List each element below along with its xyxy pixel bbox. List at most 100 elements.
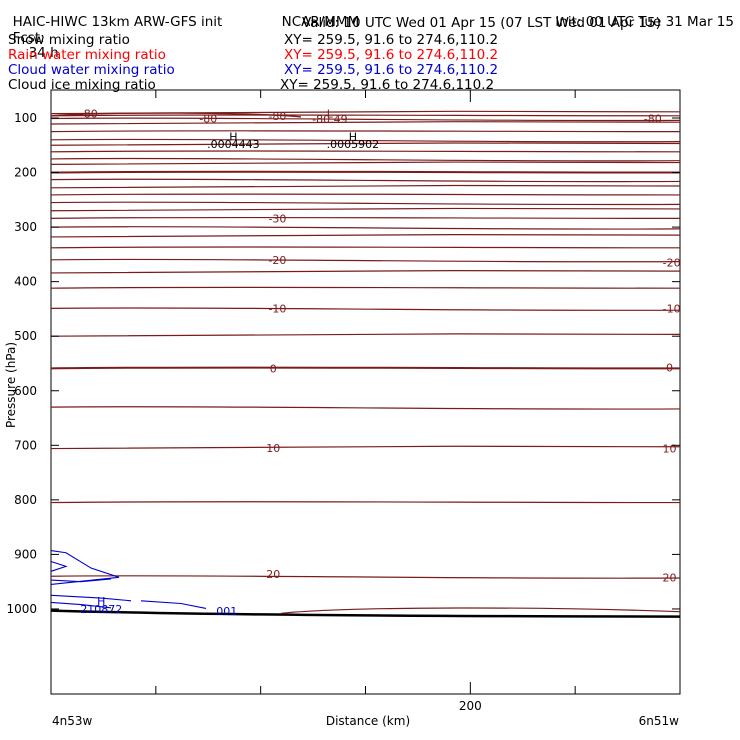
extremum-value-0: -80.49 bbox=[312, 113, 347, 126]
y-tick-label-700: 700 bbox=[14, 438, 37, 452]
field-cloudice-xy: XY= 259.5, 91.6 to 274.6,110.2 bbox=[280, 77, 495, 93]
temperature-label-8: -10 bbox=[663, 302, 681, 315]
isotherm-top-cusp bbox=[50, 112, 302, 118]
temperature-label-3: -80 bbox=[644, 113, 662, 126]
cloud-water-contour-1 bbox=[50, 560, 68, 572]
init-label: Init: 00 UTC Tue 31 Mar 15 bbox=[547, 0, 734, 30]
right-endpoint-label: 6n51w bbox=[639, 714, 680, 728]
isotherm-412 bbox=[50, 286, 681, 289]
field-cloudwater-xy: XY= 259.5, 91.6 to 274.6,110.2 bbox=[284, 62, 499, 78]
extremum-symbol-0: L bbox=[327, 108, 334, 121]
fcst-value: 34 h bbox=[28, 45, 59, 61]
y-tick-label-800: 800 bbox=[14, 493, 37, 507]
field-cloudwater-name: Cloud water mixing ratio bbox=[8, 62, 175, 78]
isotherm-706 bbox=[50, 445, 681, 450]
temperature-contours bbox=[50, 110, 681, 618]
isotherm-213 bbox=[50, 178, 681, 183]
extremum-value-3: 210872 bbox=[80, 603, 122, 616]
isotherm-150 bbox=[50, 142, 681, 146]
isotherm-125 bbox=[50, 130, 681, 133]
y-tick-label-100: 100 bbox=[14, 111, 37, 125]
model-title: HAIC-HIWC 13km ARW-GFS init bbox=[12, 14, 223, 30]
y-tick-label-600: 600 bbox=[14, 384, 37, 398]
isotherm-384 bbox=[50, 270, 681, 274]
isotherm-338 bbox=[50, 246, 681, 249]
temperature-label-12: 10 bbox=[663, 443, 677, 456]
y-tick-label-300: 300 bbox=[14, 220, 37, 234]
isotherm-140 bbox=[50, 138, 681, 143]
temperature-label-4: -30 bbox=[268, 212, 286, 225]
cloud-water-contour-0 bbox=[50, 550, 120, 585]
y-tick-label-500: 500 bbox=[14, 329, 37, 343]
surface-line bbox=[50, 609, 681, 618]
field-cloudice-name: Cloud ice mixing ratio bbox=[8, 77, 156, 93]
init-time: Init: 00 UTC Tue 31 Mar 15 bbox=[555, 14, 734, 30]
temperature-label-14: 20 bbox=[663, 571, 677, 584]
temperature-label-10: 0 bbox=[666, 361, 673, 374]
isotherm-500 bbox=[50, 333, 681, 337]
isotherm-162 bbox=[50, 150, 681, 153]
field-snow-name: Snow mixing ratio bbox=[8, 32, 130, 48]
isotherm-805 bbox=[50, 501, 681, 504]
isotherm-360 bbox=[50, 258, 681, 263]
isotherm-559 bbox=[50, 366, 681, 370]
temperature-label-0: -80 bbox=[80, 108, 98, 121]
field-snow-xy: XY= 259.5, 91.6 to 274.6,110.2 bbox=[284, 32, 499, 48]
isotherm-96 bbox=[50, 114, 681, 117]
isotherm-270 bbox=[50, 207, 681, 212]
cloud-water-contour-4 bbox=[50, 601, 112, 609]
title-line: HAIC-HIWC 13km ARW-GFS init bbox=[4, 0, 223, 30]
org-name: NCAR/MMM bbox=[281, 14, 360, 30]
valid-time: Valid: 10 UTC Wed 01 Apr 15 (07 LST Wed … bbox=[302, 15, 661, 31]
isotherm-284 bbox=[50, 216, 681, 219]
isotherm-175 bbox=[50, 157, 681, 162]
isotherm-255 bbox=[50, 201, 681, 206]
y-tick-label-900: 900 bbox=[14, 547, 37, 561]
temperature-label-11: 10 bbox=[266, 442, 280, 455]
contour-labels: -80 -80 -80 -80 -30 -20 -20 -10 -10 0 0 10 10 20 20 L-8… bbox=[80, 108, 681, 618]
isotherm-101 bbox=[50, 117, 681, 122]
left-endpoint-label: 4n53w bbox=[52, 714, 93, 728]
isotherm-200 bbox=[50, 170, 681, 174]
isotherm-449 bbox=[50, 307, 681, 311]
temperature-label-2: -80 bbox=[268, 110, 286, 123]
fcst-label: Fcst: bbox=[12, 30, 45, 46]
y-axis-label: Pressure (hPa) bbox=[4, 342, 18, 428]
org-label: NCAR/MMM bbox=[273, 0, 360, 30]
isotherm-241 bbox=[50, 193, 681, 196]
isotherm-sfc-bump bbox=[280, 607, 681, 614]
extremum-symbol-3: H bbox=[97, 595, 105, 608]
cloud-water-contours bbox=[50, 550, 207, 609]
cloud-water-contour-5 bbox=[140, 600, 207, 609]
cloud-water-contour-2 bbox=[50, 578, 112, 583]
isotherm-185 bbox=[50, 161, 681, 165]
y-tick-label-400: 400 bbox=[14, 275, 37, 289]
extremum-symbol-2: H bbox=[349, 131, 357, 144]
x-axis-label: Distance (km) bbox=[326, 714, 410, 728]
extremum-value-1: .0004443 bbox=[207, 138, 260, 151]
temperature-label-9: 0 bbox=[270, 362, 277, 375]
extremum-value-2: .0005902 bbox=[327, 138, 380, 151]
isotherm-228 bbox=[50, 184, 681, 189]
isotherm-111 bbox=[50, 121, 681, 125]
isotherm-630 bbox=[50, 406, 681, 410]
y-tick-label-1000: 1000 bbox=[6, 602, 37, 616]
field-rain-name: Rain water mixing ratio bbox=[8, 47, 166, 63]
isotherm-940 bbox=[50, 575, 681, 579]
field-rain-xy: XY= 259.5, 91.6 to 274.6,110.2 bbox=[284, 47, 499, 63]
fcst-line: Fcst: 34 h bbox=[4, 16, 59, 61]
x-tick-label-200: 200 bbox=[459, 699, 482, 713]
temperature-label-13: 20 bbox=[266, 568, 280, 581]
cloud-water-label-0: .001 bbox=[213, 605, 238, 618]
isotherm-318 bbox=[50, 234, 681, 238]
extremum-symbol-1: H bbox=[229, 131, 237, 144]
y-tick-label-200: 200 bbox=[14, 166, 37, 180]
isotherm-300 bbox=[50, 226, 681, 230]
cloud-water-contour-3 bbox=[50, 594, 132, 602]
temperature-label-5: -20 bbox=[268, 254, 286, 267]
temperature-label-1: -80 bbox=[199, 113, 217, 126]
temperature-label-7: -10 bbox=[268, 302, 286, 315]
temperature-label-6: -20 bbox=[663, 257, 681, 270]
